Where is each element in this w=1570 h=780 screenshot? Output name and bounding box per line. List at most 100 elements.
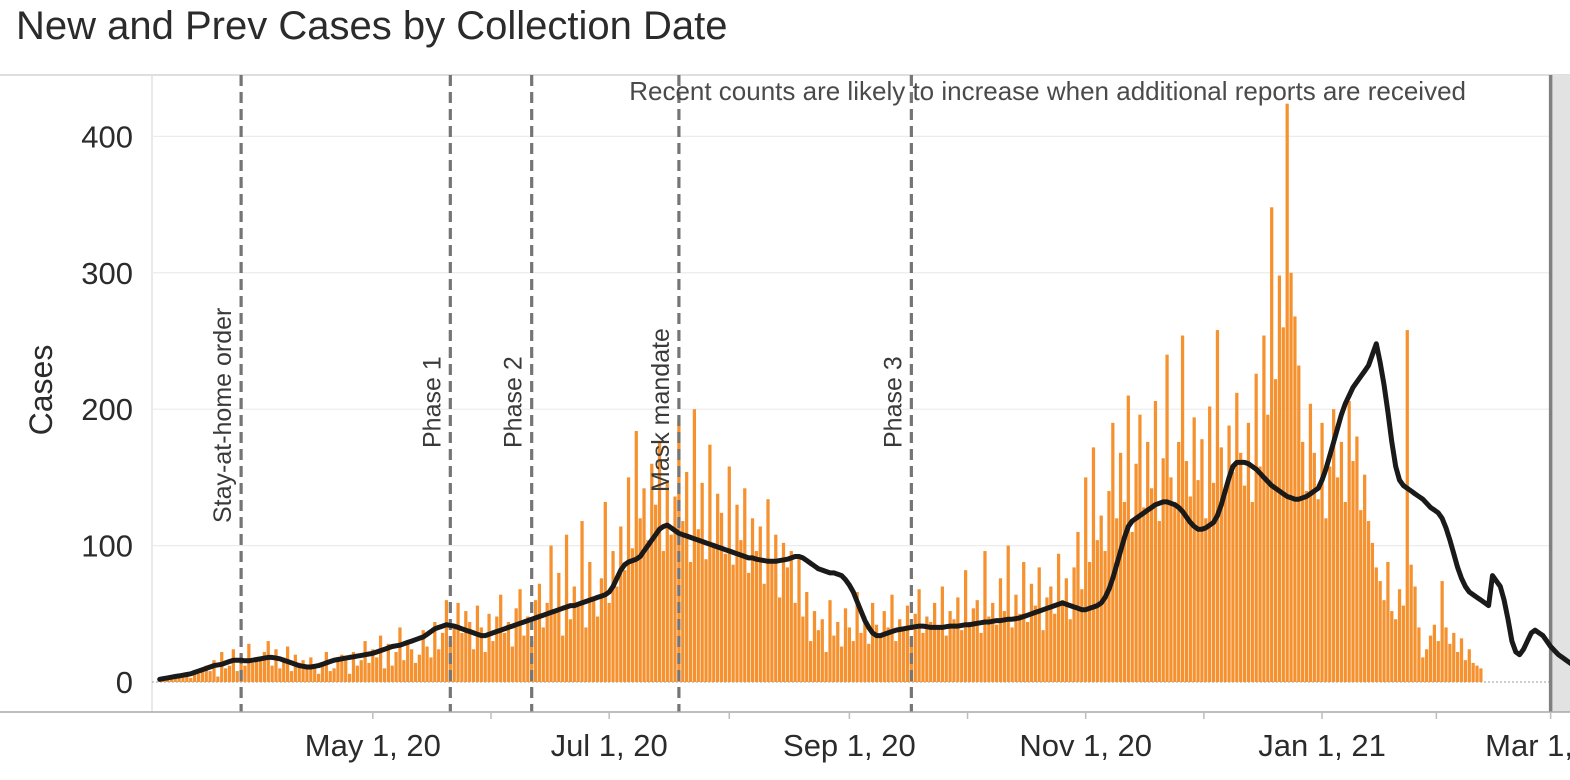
bar: [1421, 657, 1425, 682]
bar: [739, 540, 743, 682]
bar: [568, 619, 573, 682]
bar: [599, 578, 604, 682]
bar: [1397, 589, 1402, 682]
bar: [1208, 406, 1212, 682]
bar: [948, 611, 952, 682]
bar: [967, 621, 972, 682]
bar: [231, 649, 235, 682]
bar: [1316, 499, 1320, 682]
bar: [704, 559, 708, 682]
bar: [1467, 649, 1471, 682]
bar: [1436, 641, 1440, 682]
bar: [1134, 463, 1138, 682]
bar: [1266, 414, 1270, 682]
bar: [665, 480, 669, 682]
bar: [828, 600, 832, 682]
bar: [657, 441, 662, 682]
bar: [475, 605, 480, 682]
bar: [313, 665, 317, 682]
bar: [905, 605, 910, 682]
bar: [994, 624, 999, 682]
bar: [227, 665, 232, 682]
bar: [1413, 586, 1417, 682]
bar: [832, 635, 836, 682]
bar: [1312, 452, 1316, 682]
bar: [727, 466, 731, 682]
bar: [293, 654, 297, 682]
bar: [425, 646, 429, 682]
bar: [743, 488, 747, 682]
bar: [1250, 501, 1254, 682]
bar: [514, 608, 518, 682]
bar: [921, 632, 925, 682]
bar: [1471, 662, 1475, 682]
bar: [243, 665, 247, 682]
bar: [863, 616, 867, 682]
bar: [266, 641, 270, 682]
bar: [932, 602, 937, 682]
bar: [913, 613, 917, 682]
bar: [615, 586, 619, 682]
bar: [1382, 600, 1386, 682]
bar: [1056, 553, 1061, 682]
bar: [1223, 493, 1227, 682]
bar: [1029, 583, 1034, 682]
bar: [1041, 630, 1045, 682]
bar: [301, 660, 305, 682]
bar: [1394, 619, 1398, 682]
bar: [1459, 638, 1464, 682]
bar: [840, 646, 844, 682]
bar: [1386, 561, 1390, 682]
bar: [898, 619, 902, 682]
annotation-label: Phase 3: [879, 356, 907, 448]
bar-series: [158, 103, 1483, 682]
bar: [1475, 665, 1479, 682]
bar: [518, 589, 522, 682]
bar: [433, 621, 437, 682]
bar: [506, 621, 511, 682]
bar: [1146, 441, 1150, 682]
bar: [758, 526, 762, 682]
bar: [1103, 551, 1107, 682]
x-tick-label: Nov 1, 20: [1019, 728, 1152, 763]
bar: [1444, 627, 1448, 682]
bar: [1332, 409, 1336, 682]
bar: [1351, 461, 1355, 682]
bar: [1227, 425, 1231, 682]
y-tick-label: 100: [81, 529, 133, 564]
bar: [553, 611, 557, 682]
bar: [762, 583, 766, 682]
bar: [502, 632, 507, 682]
bar: [495, 616, 499, 682]
bar: [1053, 613, 1057, 682]
bar: [1301, 441, 1305, 682]
bar: [557, 572, 561, 682]
bar: [801, 616, 805, 682]
bar: [1270, 207, 1274, 682]
annotations: Stay-at-home order Phase 1 Phase 2 Mask man…: [209, 75, 1553, 712]
bar: [371, 649, 375, 682]
bar: [1072, 567, 1076, 682]
bar: [708, 444, 712, 682]
bar: [1320, 422, 1324, 682]
bar: [700, 482, 704, 682]
bar: [510, 646, 514, 682]
bar: [1033, 605, 1037, 682]
bar: [533, 600, 538, 682]
bar: [886, 627, 890, 682]
bar: [235, 671, 239, 682]
bar: [1246, 422, 1251, 682]
bar: [471, 649, 476, 682]
bar: [882, 611, 886, 682]
bar: [1126, 395, 1130, 682]
bar: [692, 409, 697, 682]
bar: [1343, 501, 1347, 682]
bar: [460, 632, 464, 682]
annotation-label: Phase 2: [500, 356, 528, 448]
bar: [332, 668, 336, 682]
incomplete-region: [1550, 75, 1570, 712]
bar: [619, 526, 623, 682]
bar: [592, 597, 596, 682]
bar: [1440, 581, 1444, 682]
